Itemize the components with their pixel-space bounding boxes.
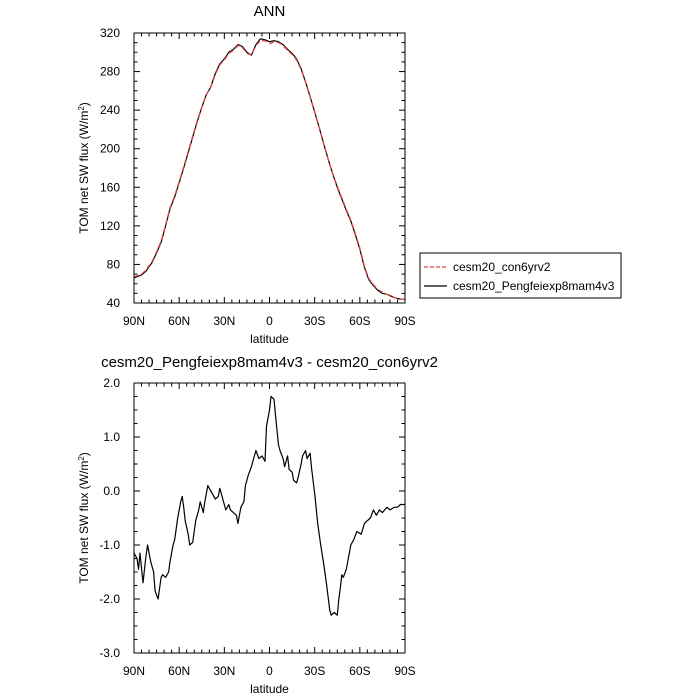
series-line-cesm20_con6yrv2	[134, 40, 405, 300]
x-axis-label: latitude	[250, 682, 289, 696]
x-tick-label: 60N	[168, 664, 190, 678]
legend: cesm20_con6yrv2 cesm20_Pengfeiexp8mam4v3	[419, 252, 622, 299]
legend-entry-label: cesm20_Pengfeiexp8mam4v3	[453, 279, 615, 293]
plot-frame	[133, 32, 406, 304]
chart-title: ANN	[254, 3, 286, 20]
x-axis-label: latitude	[250, 332, 289, 346]
series-line-cesm20_Pengfeiexp8mam4v3	[134, 38, 405, 300]
y-axis-label-close: )	[77, 452, 91, 456]
y-axis-label-superscript: 2	[77, 106, 86, 111]
y-tick-label: 280	[100, 65, 120, 79]
y-axis-label-text: TOM net SW flux (W/m	[77, 111, 91, 234]
x-tick-label: 0	[266, 314, 273, 328]
x-tick-label: 30N	[213, 314, 235, 328]
y-tick-label: 200	[100, 142, 120, 156]
x-tick-label: 90S	[394, 664, 415, 678]
chart-title: cesm20_Pengfeiexp8mam4v3 - cesm20_con6yr…	[101, 354, 438, 371]
x-tick-label: 60S	[349, 664, 370, 678]
y-tick-label: 120	[100, 219, 120, 233]
y-tick-label: -1.0	[99, 538, 120, 552]
legend-entry-label: cesm20_con6yrv2	[453, 260, 551, 274]
y-tick-label: 40	[107, 296, 121, 310]
y-tick-label: 1.0	[103, 430, 120, 444]
x-tick-label: 60N	[168, 314, 190, 328]
y-tick-label: -2.0	[99, 592, 120, 606]
y-tick-label: 80	[107, 257, 121, 271]
x-tick-label: 30S	[304, 664, 325, 678]
y-axis-label: TOM net SW flux (W/m2)	[77, 452, 92, 584]
y-tick-label: 240	[100, 103, 120, 117]
y-tick-label: -3.0	[99, 646, 120, 660]
y-tick-label: 2.0	[103, 376, 120, 390]
x-tick-label: 30N	[213, 664, 235, 678]
series-line-difference	[134, 395, 405, 616]
plot-frame	[133, 382, 406, 654]
y-axis-label-text: TOM net SW flux (W/m	[77, 461, 91, 584]
x-tick-label: 0	[266, 664, 273, 678]
x-tick-label: 90N	[123, 664, 145, 678]
legend-box	[419, 252, 622, 299]
y-axis-label-superscript: 2	[77, 456, 86, 461]
y-axis-label: TOM net SW flux (W/m2)	[77, 102, 92, 234]
x-tick-label: 60S	[349, 314, 370, 328]
chart-panel-1: ANN 90N 60N 30N 0 30S 60S 90S 40 80 120 160 200 240 28…	[77, 3, 622, 346]
x-tick-label: 90N	[123, 314, 145, 328]
y-axis-label-close: )	[77, 102, 91, 106]
y-tick-label: 320	[100, 26, 120, 40]
x-tick-label: 30S	[304, 314, 325, 328]
x-tick-label: 90S	[394, 314, 415, 328]
chart-panel-2: cesm20_Pengfeiexp8mam4v3 - cesm20_con6yr…	[77, 354, 438, 696]
y-tick-label: 160	[100, 180, 120, 194]
y-tick-label: 0.0	[103, 484, 120, 498]
